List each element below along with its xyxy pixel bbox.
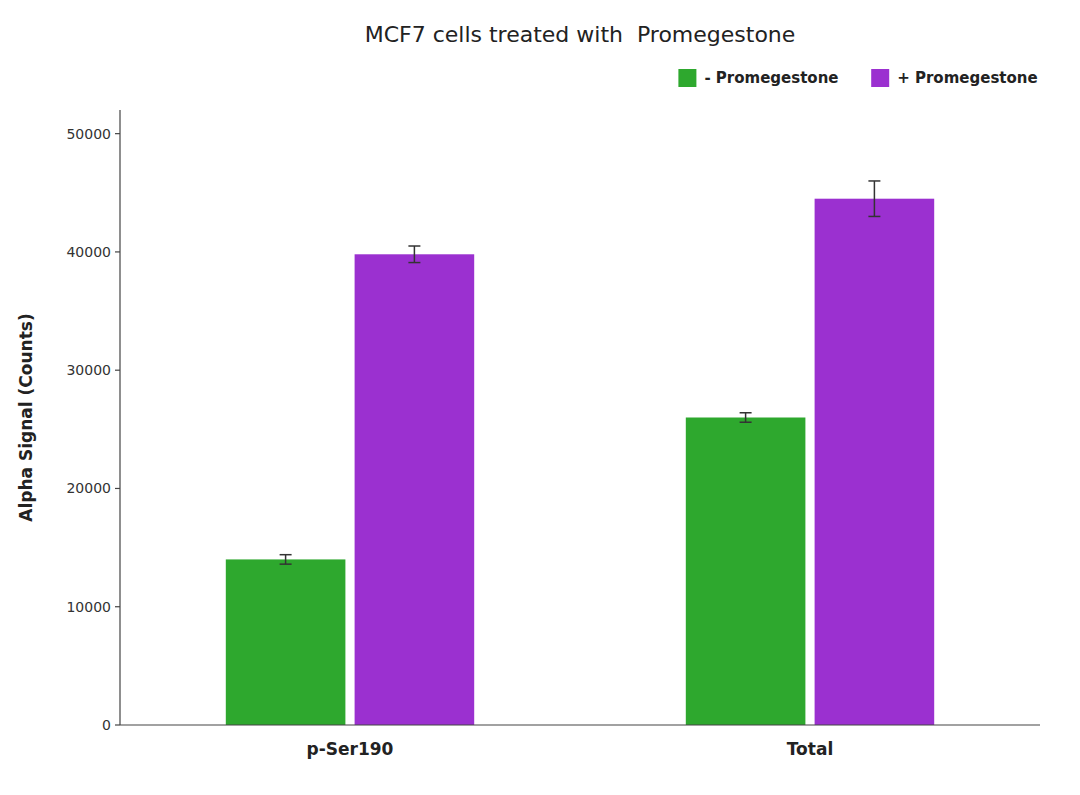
bars	[226, 181, 934, 725]
y-tick	[115, 370, 120, 371]
x-axis-line	[120, 724, 1040, 725]
y-tick-label: 0	[102, 717, 111, 733]
y-tick	[115, 606, 120, 607]
legend-label: - Promegestone	[704, 69, 838, 87]
error-bar	[280, 555, 292, 564]
bar	[355, 254, 475, 725]
x-tick-label: Total	[787, 739, 833, 759]
chart-container: MCF7 cells treated with Promegestone Alph…	[0, 0, 1080, 795]
legend-swatch	[678, 69, 696, 87]
x-tick-label: p-Ser190	[307, 739, 394, 759]
y-tick-label: 20000	[66, 480, 111, 496]
y-tick	[115, 133, 120, 134]
legend-swatch	[871, 69, 889, 87]
y-tick-label: 30000	[66, 362, 111, 378]
title: MCF7 cells treated with Promegestone	[365, 22, 796, 47]
bar	[815, 199, 935, 725]
y-axis-label: Alpha Signal (Counts)	[16, 313, 36, 521]
chart: MCF7 cells treated with Promegestone Alph…	[0, 0, 1080, 795]
y-axis-line	[119, 110, 120, 725]
y-tick-label: 10000	[66, 599, 111, 615]
y-tick-label: 40000	[66, 244, 111, 260]
bar	[226, 559, 346, 725]
bar	[686, 418, 806, 726]
y-tick	[115, 488, 120, 489]
y-tick-label: 50000	[66, 126, 111, 142]
error-bar	[408, 246, 420, 263]
legend-label: + Promegestone	[897, 69, 1037, 87]
y-tick	[115, 724, 120, 725]
error-bar	[740, 413, 752, 422]
error-bar	[868, 181, 880, 216]
legend: - Promegestone + Promegestone	[678, 69, 1037, 87]
y-tick	[115, 251, 120, 252]
